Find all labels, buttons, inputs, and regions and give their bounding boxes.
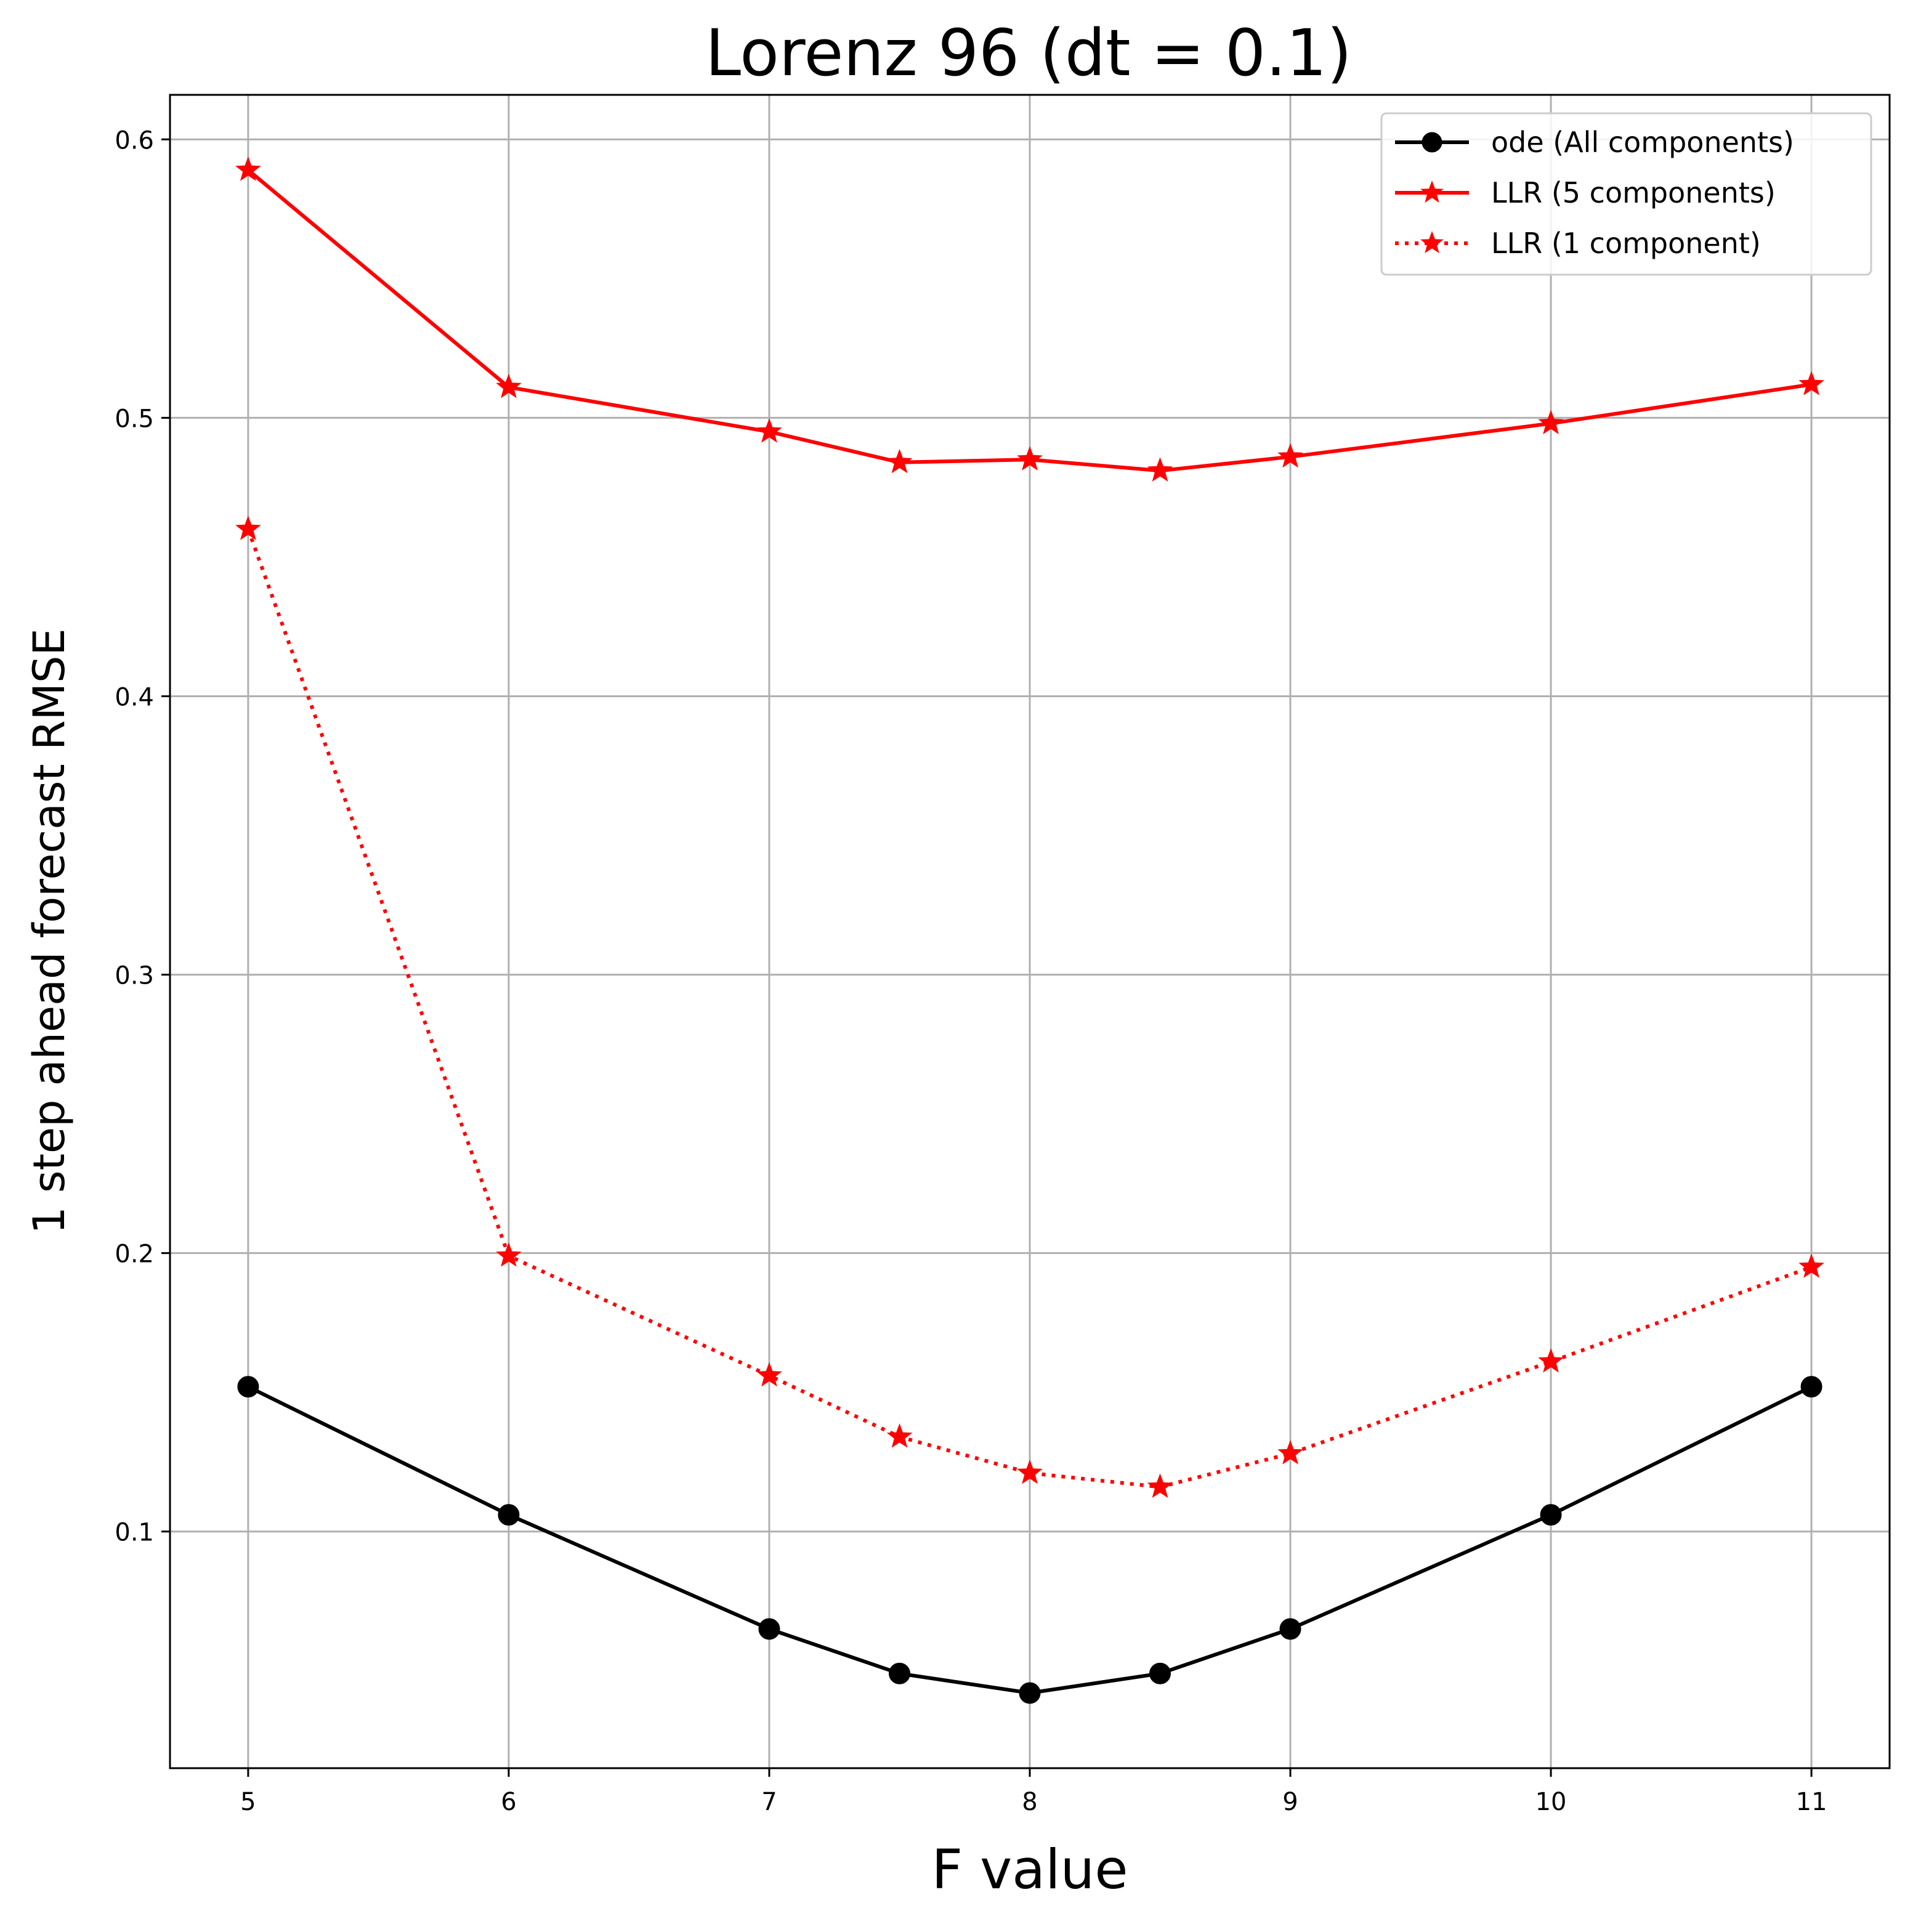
legend-label: LLR (1 component) [1491, 227, 1761, 260]
data-point [235, 515, 261, 540]
y-axis-label: 1 step ahead forecast RMSE [24, 628, 75, 1234]
data-point [888, 1662, 910, 1684]
x-tick-label: 9 [1282, 1788, 1298, 1816]
data-point [1798, 371, 1824, 395]
data-point [1800, 1376, 1822, 1398]
series-2 [235, 515, 1824, 1498]
series-line [246, 528, 1813, 1489]
data-point [1279, 1618, 1301, 1640]
x-tick-label: 10 [1535, 1788, 1567, 1816]
data-point [1277, 1440, 1303, 1465]
data-point [1540, 1504, 1562, 1526]
data-point [498, 1504, 520, 1526]
y-tick-label: 0.1 [115, 1519, 154, 1547]
x-tick-label: 6 [501, 1788, 516, 1816]
y-tick-label: 0.6 [115, 126, 154, 155]
x-tick-label: 5 [240, 1788, 256, 1816]
legend-item: ode (All components) [1395, 126, 1794, 159]
legend-marker [1420, 180, 1444, 203]
legend-item: LLR (1 component) [1395, 227, 1761, 260]
x-tick-label: 7 [761, 1788, 777, 1816]
y-tick-label: 0.5 [115, 405, 154, 433]
data-point [1147, 457, 1173, 482]
chart-title: Lorenz 96 (dt = 0.1) [705, 15, 1352, 91]
data-point [886, 448, 913, 474]
data-point [496, 1242, 522, 1267]
data-point [1798, 1253, 1824, 1278]
series-1 [235, 156, 1824, 482]
x-axis-label: F value [932, 1838, 1128, 1901]
data-point [1019, 1682, 1041, 1704]
data-point [758, 1618, 780, 1640]
data-point [237, 1376, 259, 1398]
data-point [1017, 446, 1043, 471]
x-tick-label: 8 [1022, 1788, 1037, 1816]
y-tick-label: 0.2 [115, 1240, 154, 1269]
legend: ode (All components) LLR (5 components) LL… [1380, 112, 1872, 276]
data-point [886, 1423, 913, 1448]
data-point [756, 1362, 782, 1387]
legend-item: LLR (5 components) [1395, 176, 1776, 209]
legend-label: LLR (5 components) [1491, 176, 1776, 209]
series-layer [235, 156, 1824, 1704]
y-tick-label: 0.3 [115, 962, 154, 990]
y-axis-ticks: 0.1 0.2 0.3 0.4 0.5 0.6 [115, 126, 170, 1547]
legend-label: ode (All components) [1491, 126, 1794, 159]
legend-marker [1422, 132, 1442, 153]
legend-box [1380, 112, 1872, 276]
data-point [1538, 1348, 1564, 1373]
data-point [1149, 1662, 1171, 1684]
y-tick-label: 0.4 [115, 683, 154, 711]
series-0 [237, 1376, 1822, 1704]
data-point [235, 156, 261, 181]
data-point [1017, 1459, 1043, 1484]
x-tick-label: 11 [1796, 1788, 1827, 1816]
data-point [1538, 410, 1564, 435]
data-point [496, 373, 522, 398]
x-axis-ticks: 5 6 7 8 9 10 11 [240, 1768, 1827, 1816]
data-point [1277, 443, 1303, 468]
legend-marker [1420, 231, 1444, 254]
data-point [1147, 1473, 1173, 1498]
data-point [756, 418, 782, 443]
